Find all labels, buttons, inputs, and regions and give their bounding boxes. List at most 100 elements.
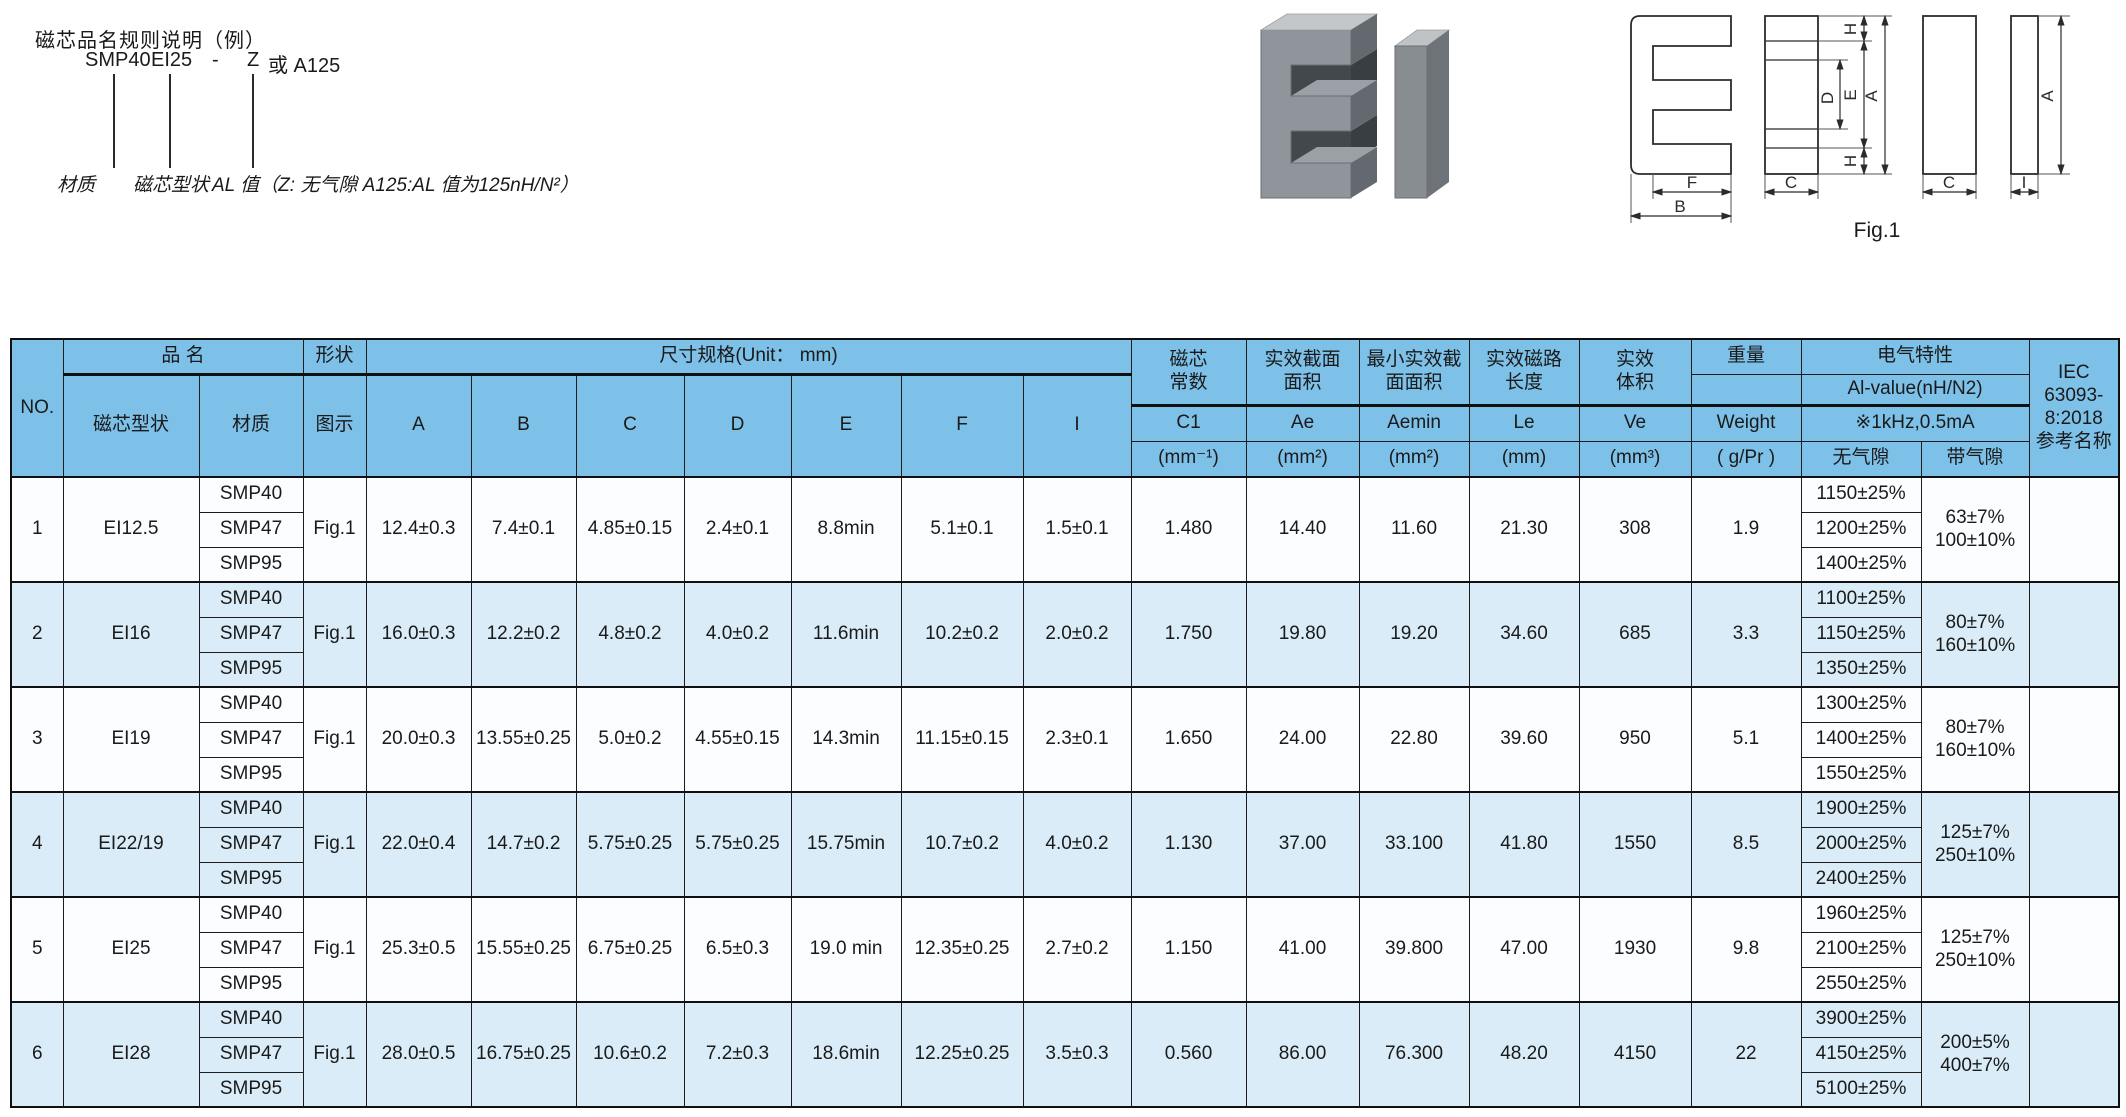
cell-dim-d: 5.75±0.25 bbox=[683, 791, 792, 898]
cell-ve: 1930 bbox=[1578, 896, 1692, 1003]
cell-iec-name bbox=[2028, 686, 2120, 793]
dim-label-f: F bbox=[1687, 173, 1697, 192]
header-effective-volume: 实效 体积 bbox=[1578, 338, 1692, 407]
header-no-gap: 无气隙 bbox=[1800, 440, 1922, 478]
dim-label-b: B bbox=[1674, 197, 1685, 216]
header-effective-area: 实效截面 面积 bbox=[1245, 338, 1360, 407]
cell-material: SMP40 bbox=[198, 686, 304, 723]
cell-iec-name bbox=[2028, 791, 2120, 898]
table-row: SMP95 1550±25% bbox=[11, 756, 2119, 793]
cell-al-no-gap: 1400±25% bbox=[1800, 721, 1922, 758]
cell-al-no-gap: 1900±25% bbox=[1800, 791, 1922, 828]
header-aemin: Aemin bbox=[1358, 404, 1470, 442]
table-row: 5 EI25 SMP40 Fig.1 25.3±0.5 15.55±0.25 6… bbox=[10, 896, 2120, 1003]
cell-material: SMP47 bbox=[198, 616, 304, 653]
cell-al-no-gap: 2550±25% bbox=[1800, 966, 1922, 1003]
cell-al-with-gap: 80±7% 160±10% bbox=[1920, 581, 2030, 688]
table-row: 6 EI28 SMP40 Fig.1 28.0±0.5 16.75±0.25 1… bbox=[10, 1001, 2120, 1108]
cell-dim-f: 10.2±0.2 bbox=[900, 581, 1024, 688]
cell-al-no-gap: 2000±25% bbox=[1800, 826, 1922, 863]
dim-label-h-top: H bbox=[1841, 23, 1860, 35]
cell-dim-i: 2.7±0.2 bbox=[1022, 896, 1132, 1003]
leader-line-material bbox=[113, 74, 115, 168]
cell-no: 4 bbox=[10, 791, 64, 898]
cell-material: SMP40 bbox=[198, 476, 304, 513]
dim-label-a-side: A bbox=[1862, 90, 1881, 102]
cell-material: SMP95 bbox=[198, 966, 304, 1003]
cell-dim-e: 8.8min bbox=[790, 476, 902, 583]
cell-al-no-gap: 1960±25% bbox=[1800, 896, 1922, 933]
cell-c1: 0.560 bbox=[1130, 1001, 1247, 1108]
cell-core-type: EI28 bbox=[62, 1001, 200, 1108]
spec-table: NO. 品 名 形状 尺寸规格(Unit： mm) 磁芯 常数 实效截面 面积 … bbox=[10, 338, 2121, 1108]
cell-ae: 86.00 bbox=[1245, 1001, 1360, 1108]
header-le: Le bbox=[1468, 404, 1580, 442]
header-c1: C1 bbox=[1130, 404, 1247, 442]
cell-dim-c: 6.75±0.25 bbox=[575, 896, 685, 1003]
cell-iec-name bbox=[2028, 476, 2120, 583]
cell-al-no-gap: 1550±25% bbox=[1800, 756, 1922, 793]
label-shape: 磁芯型状 bbox=[133, 175, 210, 196]
header-iec: IEC 63093- 8:2018 参考名称 bbox=[2028, 338, 2120, 478]
cell-core-type: EI19 bbox=[62, 686, 200, 793]
cell-material: SMP95 bbox=[198, 651, 304, 688]
cell-dim-i: 4.0±0.2 bbox=[1022, 791, 1132, 898]
cell-dim-b: 15.55±0.25 bbox=[470, 896, 577, 1003]
header-al-value: Al-value(nH/N2) bbox=[1800, 373, 2030, 407]
table-row: SMP95 2550±25% bbox=[11, 966, 2119, 1003]
cell-ae: 14.40 bbox=[1245, 476, 1360, 583]
cell-iec-name bbox=[2028, 896, 2120, 1003]
cell-ve: 308 bbox=[1578, 476, 1692, 583]
cell-dim-d: 4.0±0.2 bbox=[683, 581, 792, 688]
cell-al-with-gap: 80±7% 160±10% bbox=[1920, 686, 2030, 793]
cell-al-no-gap: 1150±25% bbox=[1800, 476, 1922, 513]
table-row: 1 EI12.5 SMP40 Fig.1 12.4±0.3 7.4±0.1 4.… bbox=[10, 476, 2120, 583]
cell-material: SMP40 bbox=[198, 1001, 304, 1038]
cell-material: SMP95 bbox=[198, 756, 304, 793]
cell-material: SMP95 bbox=[198, 861, 304, 898]
cell-dim-b: 16.75±0.25 bbox=[470, 1001, 577, 1108]
header-test-condition: ※1kHz,0.5mA bbox=[1800, 404, 2030, 442]
cell-material: SMP47 bbox=[198, 721, 304, 758]
cell-le: 48.20 bbox=[1468, 1001, 1580, 1108]
dim-label-a-plate: A bbox=[2038, 90, 2057, 102]
cell-aemin: 11.60 bbox=[1358, 476, 1470, 583]
naming-rule-title: 磁芯品名规则说明（例） bbox=[35, 30, 266, 52]
cell-al-no-gap: 1300±25% bbox=[1800, 686, 1922, 723]
header-no: NO. bbox=[10, 338, 64, 478]
cell-le: 47.00 bbox=[1468, 896, 1580, 1003]
table-body: 1 EI12.5 SMP40 Fig.1 12.4±0.3 7.4±0.1 4.… bbox=[10, 476, 2120, 1108]
header-ve: Ve bbox=[1578, 404, 1692, 442]
cell-dim-d: 4.55±0.15 bbox=[683, 686, 792, 793]
cell-core-type: EI16 bbox=[62, 581, 200, 688]
cell-dim-f: 12.35±0.25 bbox=[900, 896, 1024, 1003]
header-unit-aemin: (mm²) bbox=[1358, 440, 1470, 478]
cell-no: 5 bbox=[10, 896, 64, 1003]
header-dim-d: D bbox=[683, 373, 792, 478]
header-dim-e: E bbox=[790, 373, 902, 478]
example-al-alt: 或 A125 bbox=[268, 55, 341, 77]
cell-weight: 3.3 bbox=[1690, 581, 1802, 688]
example-dash: - bbox=[212, 49, 219, 71]
header-path-length: 实效磁路 长度 bbox=[1468, 338, 1580, 407]
cell-dim-c: 5.0±0.2 bbox=[575, 686, 685, 793]
naming-rule-annotation: 磁芯品名规则说明（例） SMP40 EI25 - Z 或 A125 材质 磁芯型… bbox=[0, 0, 760, 230]
cell-dim-f: 10.7±0.2 bbox=[900, 791, 1024, 898]
cell-dim-b: 12.2±0.2 bbox=[470, 581, 577, 688]
cell-dim-e: 11.6min bbox=[790, 581, 902, 688]
cell-c1: 1.130 bbox=[1130, 791, 1247, 898]
cell-al-no-gap: 1150±25% bbox=[1800, 616, 1922, 653]
cell-dim-e: 18.6min bbox=[790, 1001, 902, 1108]
header-unit-c1: (mm⁻¹) bbox=[1130, 440, 1247, 478]
cell-weight: 1.9 bbox=[1690, 476, 1802, 583]
cell-dim-f: 11.15±0.15 bbox=[900, 686, 1024, 793]
header-dim-c: C bbox=[575, 373, 685, 478]
cell-core-type: EI25 bbox=[62, 896, 200, 1003]
leader-line-al bbox=[252, 74, 254, 168]
header-dim-b: B bbox=[470, 373, 577, 478]
header-dim-a: A bbox=[365, 373, 472, 478]
dim-label-c-side: C bbox=[1785, 173, 1797, 192]
table-row: SMP47 1200±25% bbox=[11, 511, 2119, 548]
label-al-value: AL 值（Z: 无气隙 A125:AL 值为125nH/N²） bbox=[212, 175, 579, 196]
